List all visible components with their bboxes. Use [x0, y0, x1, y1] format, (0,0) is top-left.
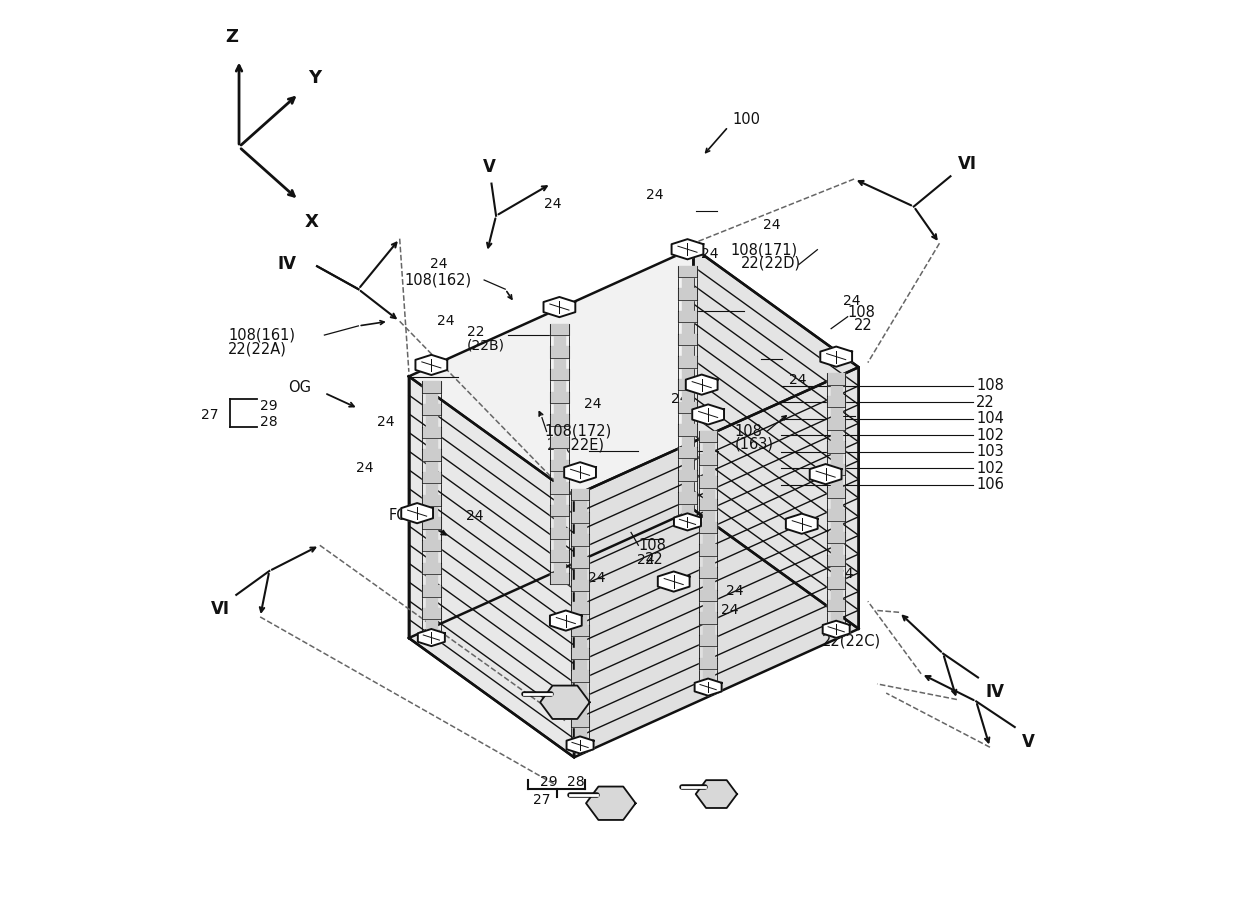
Polygon shape — [786, 514, 817, 534]
Text: 24: 24 — [637, 553, 655, 567]
Polygon shape — [549, 610, 582, 631]
Polygon shape — [409, 248, 858, 496]
Polygon shape — [672, 239, 703, 259]
Text: 22: 22 — [976, 395, 994, 409]
Polygon shape — [543, 297, 575, 318]
Polygon shape — [564, 463, 596, 483]
Text: (22B): (22B) — [466, 338, 505, 353]
Polygon shape — [696, 780, 737, 808]
Text: X: X — [305, 213, 319, 231]
Text: 108: 108 — [976, 378, 1004, 393]
Text: OG: OG — [288, 380, 311, 395]
Text: 104: 104 — [976, 411, 1004, 426]
Text: 108(172): 108(172) — [544, 424, 613, 439]
Text: 22(22E): 22(22E) — [547, 438, 605, 453]
Text: V: V — [484, 158, 496, 176]
Text: 27: 27 — [201, 408, 218, 422]
Polygon shape — [402, 503, 433, 523]
Text: 24: 24 — [836, 566, 853, 581]
Text: 108(161): 108(161) — [228, 328, 295, 342]
Text: 108(162): 108(162) — [404, 273, 471, 287]
Text: 102: 102 — [976, 461, 1004, 476]
Text: 24: 24 — [646, 187, 663, 202]
Text: 24: 24 — [430, 257, 448, 272]
Text: 28: 28 — [567, 775, 584, 789]
Text: 24: 24 — [466, 509, 484, 523]
Polygon shape — [810, 465, 842, 485]
Polygon shape — [415, 354, 448, 375]
Text: 22: 22 — [854, 319, 873, 333]
Text: 24: 24 — [584, 397, 601, 411]
Text: 108(171): 108(171) — [730, 242, 797, 257]
Text: Y: Y — [308, 69, 321, 87]
Polygon shape — [541, 686, 590, 719]
Polygon shape — [694, 678, 722, 696]
Polygon shape — [693, 248, 858, 629]
Text: 24: 24 — [544, 196, 562, 211]
Text: 24: 24 — [722, 603, 739, 618]
Text: 108: 108 — [848, 305, 875, 319]
Text: 22(22D): 22(22D) — [742, 256, 801, 271]
Text: VI: VI — [211, 600, 229, 619]
Text: 103: 103 — [976, 444, 1004, 459]
Text: Z: Z — [226, 28, 238, 46]
Polygon shape — [692, 404, 724, 424]
Text: 24: 24 — [701, 247, 719, 262]
Polygon shape — [409, 376, 574, 757]
Polygon shape — [675, 513, 701, 531]
Text: 22(22C): 22(22C) — [822, 633, 882, 648]
Text: 100: 100 — [733, 112, 761, 127]
Text: 24: 24 — [356, 461, 373, 476]
Text: 29: 29 — [539, 775, 558, 789]
Text: FOG: FOG — [388, 509, 420, 523]
Text: 106: 106 — [976, 477, 1004, 492]
Polygon shape — [686, 375, 718, 395]
Text: 24: 24 — [843, 294, 861, 308]
Text: 27: 27 — [533, 793, 551, 808]
Text: 22: 22 — [466, 325, 484, 340]
Polygon shape — [821, 347, 852, 367]
Text: VI: VI — [957, 154, 977, 173]
Text: 22(22A): 22(22A) — [228, 341, 286, 356]
Text: 29: 29 — [260, 398, 278, 413]
Text: 24: 24 — [671, 392, 688, 407]
Text: 108: 108 — [639, 538, 666, 553]
Text: 24: 24 — [436, 314, 454, 329]
Polygon shape — [574, 367, 858, 757]
Polygon shape — [822, 621, 849, 638]
Polygon shape — [418, 629, 445, 646]
Text: 108: 108 — [735, 424, 763, 439]
Text: IV: IV — [278, 255, 296, 274]
Text: 24: 24 — [588, 571, 606, 586]
Text: 102: 102 — [976, 428, 1004, 442]
Text: 28: 28 — [260, 415, 278, 430]
Polygon shape — [587, 787, 636, 820]
Text: 24: 24 — [763, 218, 780, 232]
Text: 24: 24 — [725, 584, 744, 599]
Polygon shape — [657, 571, 689, 592]
Text: (163): (163) — [735, 437, 774, 452]
Polygon shape — [567, 736, 594, 754]
Text: 24: 24 — [377, 415, 394, 430]
Text: IV: IV — [986, 683, 1004, 701]
Text: 24: 24 — [790, 373, 807, 387]
Text: 22: 22 — [645, 552, 663, 566]
Text: V: V — [1022, 733, 1035, 751]
